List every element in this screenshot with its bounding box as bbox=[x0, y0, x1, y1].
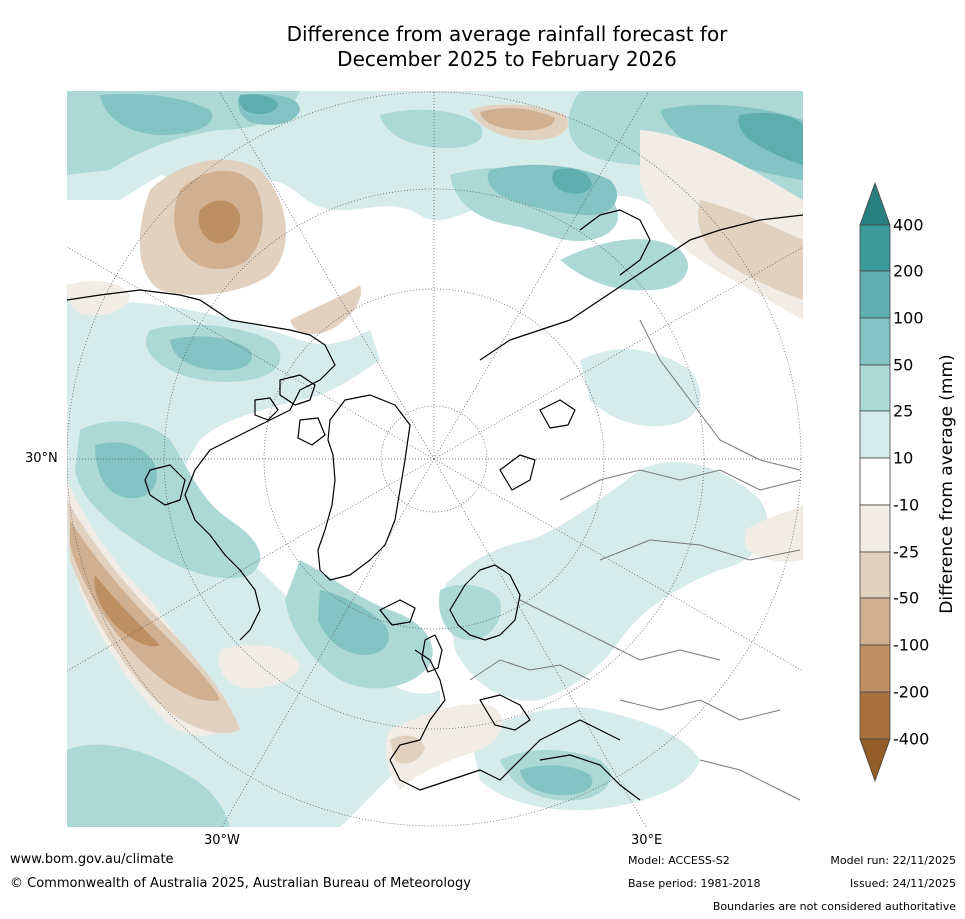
colorbar-tick: -25 bbox=[893, 542, 920, 562]
kamchatka-coast bbox=[579, 209, 651, 276]
siberia-coast bbox=[479, 214, 803, 361]
colorbar bbox=[859, 181, 891, 783]
colorbar-band-neg-100-200 bbox=[859, 644, 891, 693]
rainfall-anomaly-100-to-200mm-regions bbox=[238, 94, 803, 194]
meridian-120e bbox=[433, 246, 803, 460]
latitude-60-circle bbox=[263, 288, 605, 630]
map-panel bbox=[67, 91, 803, 827]
scandinavia-coast bbox=[449, 564, 521, 641]
coastlines bbox=[67, 209, 803, 801]
lat-label-30n: 30°N bbox=[25, 451, 58, 466]
canadian-archipelago bbox=[254, 374, 326, 446]
colorbar-band-100-200 bbox=[859, 270, 891, 319]
title-line-1: Difference from average rainfall forecas… bbox=[286, 22, 728, 46]
colorbar-band-neg-200-400 bbox=[859, 691, 891, 740]
latitude-80-circle bbox=[380, 405, 488, 513]
colorbar-band-neutral bbox=[859, 457, 891, 506]
colorbar-tick: -10 bbox=[893, 495, 920, 515]
colorbar-tick: 10 bbox=[893, 448, 914, 468]
colorbar-tick: 200 bbox=[893, 261, 924, 281]
colorbar-tick: -50 bbox=[893, 588, 920, 608]
europe-coast bbox=[389, 649, 621, 791]
british-isles-coast bbox=[421, 634, 443, 673]
colorbar-tick: 25 bbox=[893, 401, 914, 421]
issued-date: Issued: 24/11/2025 bbox=[849, 877, 956, 890]
boundaries-disclaimer: Boundaries are not considered authoritat… bbox=[712, 900, 956, 913]
base-period: Base period: 1981-2018 bbox=[628, 877, 761, 890]
hudson-bay-coast bbox=[144, 464, 186, 506]
colorbar-tick: 100 bbox=[893, 308, 924, 328]
colorbar-extend-high bbox=[859, 181, 891, 226]
model-name: Model: ACCESS-S2 bbox=[628, 854, 730, 867]
colorbar-band-neg-25-50 bbox=[859, 551, 891, 599]
lon-label-30e: 30°E bbox=[631, 833, 663, 848]
colorbar-band-25-50 bbox=[859, 364, 891, 412]
mediterranean-coast bbox=[479, 694, 641, 801]
website-link[interactable]: www.bom.gov.au/climate bbox=[10, 852, 174, 867]
russia-arctic-islands bbox=[499, 399, 576, 491]
iceland-coast bbox=[379, 599, 416, 626]
colorbar-tick: -400 bbox=[893, 729, 930, 749]
title-line-2: December 2025 to February 2026 bbox=[337, 47, 677, 71]
colorbar-tick: 400 bbox=[893, 215, 924, 235]
colorbar-tick: 50 bbox=[893, 355, 914, 375]
colorbar-label: Difference from average (mm) bbox=[937, 354, 957, 614]
lon-label-30w: 30°W bbox=[204, 833, 240, 848]
colorbar-tick: -200 bbox=[893, 682, 930, 702]
greenland-coast bbox=[317, 394, 411, 581]
rainfall-anomaly-negative-100-to-200mm-regions bbox=[94, 200, 241, 647]
colorbar-band-neg-50-100 bbox=[859, 597, 891, 646]
alaska-coast bbox=[67, 289, 201, 301]
colorbar-tick: -100 bbox=[893, 635, 930, 655]
country-borders bbox=[469, 319, 801, 801]
colorbar-band-10-25 bbox=[859, 410, 891, 459]
meridian-150w bbox=[218, 91, 435, 460]
graticule bbox=[67, 91, 803, 827]
north-america-arctic-coast bbox=[184, 299, 336, 641]
model-run-date: Model run: 22/11/2025 bbox=[830, 854, 956, 867]
meridian-60e bbox=[433, 458, 803, 672]
colorbar-band-neg-10-25 bbox=[859, 504, 891, 553]
rainfall-anomaly-50-to-100mm-regions bbox=[95, 93, 803, 795]
map-title: Difference from average rainfall forecas… bbox=[60, 22, 954, 72]
colorbar-band-200-400 bbox=[859, 224, 891, 272]
colorbar-band-50-100 bbox=[859, 317, 891, 366]
copyright-text: © Commonwealth of Australia 2025, Austra… bbox=[10, 876, 471, 891]
meridian-150e bbox=[433, 91, 650, 460]
colorbar-extend-low bbox=[859, 738, 891, 783]
